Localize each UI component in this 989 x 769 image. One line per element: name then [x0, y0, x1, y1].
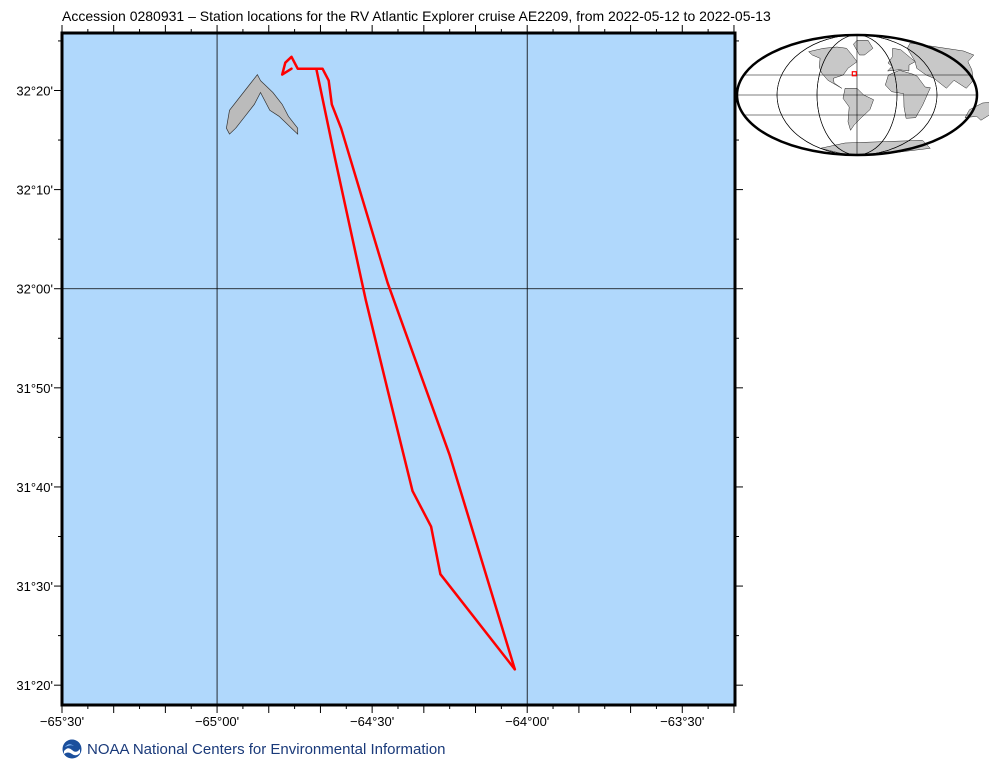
inset-north-america	[808, 46, 858, 89]
lat-tick-label: 31°50'	[16, 381, 53, 396]
lat-tick-label: 32°10'	[16, 183, 53, 198]
cruise-track	[280, 55, 517, 671]
lat-tick-label: 31°40'	[16, 480, 53, 495]
ocean-background	[62, 33, 735, 705]
lon-tick-label: −63°30'	[660, 714, 704, 729]
track-segment-loop	[280, 55, 306, 76]
map-title: Accession 0280931 – Station locations fo…	[62, 8, 771, 24]
inset-greenland	[853, 40, 874, 56]
lon-tick-label: −65°30'	[40, 714, 84, 729]
lat-tick-label: 31°20'	[16, 678, 53, 693]
lon-tick-label: −64°00'	[505, 714, 549, 729]
lat-tick-label: 32°00'	[16, 282, 53, 297]
noaa-logo-icon	[62, 739, 82, 759]
track-segment-return	[302, 67, 517, 671]
axis-tick-labels: −65°30' −65°00' −64°30' −64°00' −63°30' 32°20…	[16, 83, 704, 729]
inset-location-marker	[851, 71, 857, 77]
inset-south-america	[842, 88, 874, 131]
inset-europe	[886, 48, 916, 72]
lon-tick-label: −64°30'	[350, 714, 394, 729]
globe-inset-map	[735, 33, 989, 157]
axis-ticks	[54, 25, 743, 713]
bermuda-land	[226, 73, 299, 135]
gridlines	[62, 33, 735, 705]
footer-text: NOAA National Centers for Environmental …	[87, 740, 446, 758]
lon-tick-label: −65°00'	[195, 714, 239, 729]
lat-tick-label: 31°30'	[16, 579, 53, 594]
inset-border	[735, 33, 979, 157]
footer-credit: NOAA National Centers for Environmental …	[62, 738, 446, 760]
map-frame	[60, 31, 737, 707]
inset-africa	[885, 70, 931, 119]
lat-tick-label: 32°20'	[16, 83, 53, 98]
